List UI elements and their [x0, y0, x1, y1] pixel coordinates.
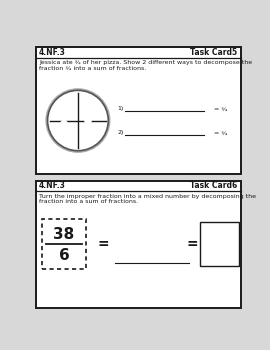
Bar [36, 181, 241, 308]
Text: Turn the improper fraction into a mixed number by decomposing the: Turn the improper fraction into a mixed … [39, 194, 256, 199]
Circle shape [58, 136, 64, 142]
Text: 1): 1) [117, 106, 124, 112]
Circle shape [61, 120, 67, 127]
Circle shape [82, 128, 89, 134]
Text: 2): 2) [117, 130, 124, 135]
Circle shape [67, 133, 73, 139]
Text: Task Card6: Task Card6 [190, 182, 238, 190]
Text: fraction ¾ into a sum of fractions.: fraction ¾ into a sum of fractions. [39, 66, 146, 71]
Text: 38: 38 [53, 226, 75, 242]
Text: Jessica ate ¾ of her pizza. Show 2 different ways to decompose the: Jessica ate ¾ of her pizza. Show 2 diffe… [39, 61, 252, 65]
Text: = ¾: = ¾ [214, 130, 227, 135]
Circle shape [61, 110, 67, 116]
Text: =: = [187, 237, 198, 251]
Circle shape [45, 88, 110, 153]
Bar [36, 47, 241, 174]
Text: = ¾: = ¾ [214, 106, 227, 112]
Text: fraction into a sum of fractions.: fraction into a sum of fractions. [39, 199, 138, 204]
Text: 4.NF.3: 4.NF.3 [39, 48, 66, 57]
Circle shape [91, 136, 97, 142]
Circle shape [81, 104, 87, 110]
Text: Task Card5: Task Card5 [190, 48, 238, 57]
Text: =: = [98, 237, 109, 251]
Circle shape [85, 117, 91, 124]
Text: 4.NF.3: 4.NF.3 [39, 182, 66, 190]
Text: 6: 6 [59, 248, 69, 262]
Bar [42, 219, 86, 269]
Circle shape [90, 111, 97, 118]
Circle shape [49, 92, 107, 149]
Bar [200, 222, 239, 266]
Circle shape [59, 125, 66, 132]
